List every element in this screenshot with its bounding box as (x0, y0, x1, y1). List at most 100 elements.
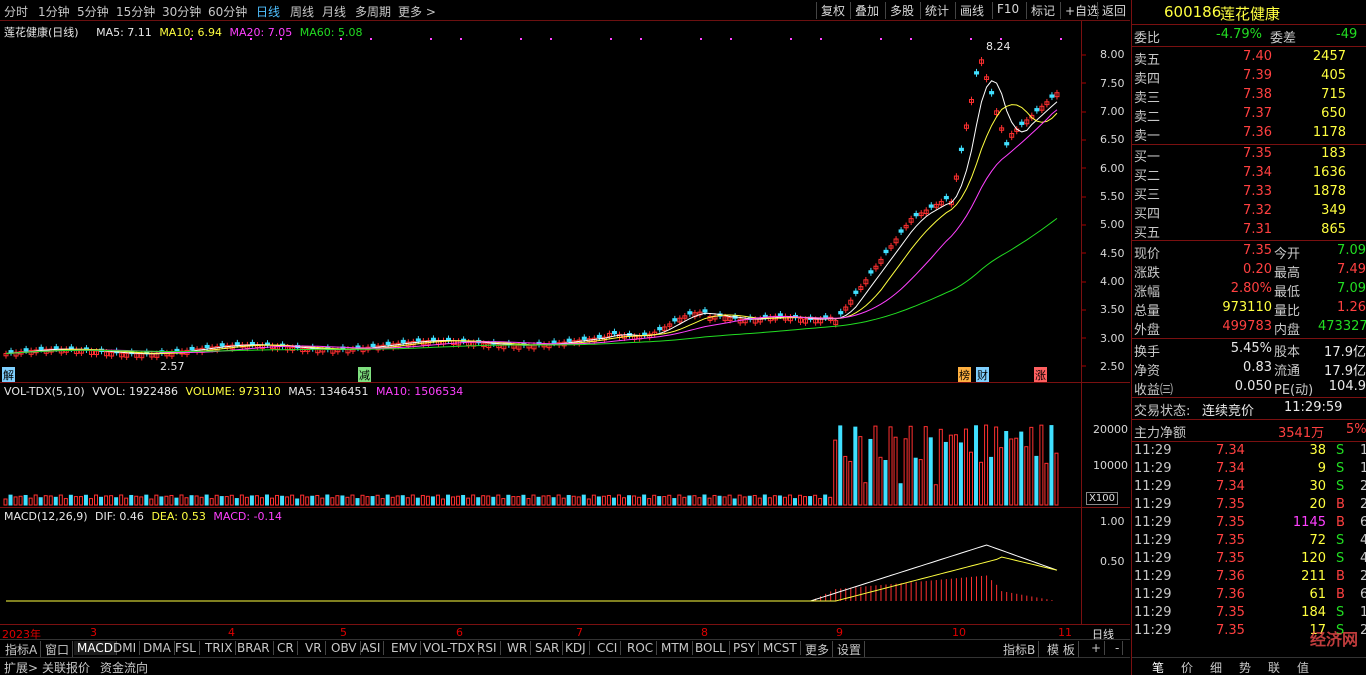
indicator-tab[interactable]: MCST (760, 641, 801, 655)
overlay-button[interactable]: 叠加 (850, 2, 883, 19)
volume-bar (637, 496, 642, 506)
quote-tab[interactable]: 笔 (1152, 661, 1165, 675)
volume-bar (798, 494, 803, 506)
period-indicator[interactable]: 日线 (1092, 628, 1114, 641)
related-quotes-tab[interactable]: 关联报价 (42, 661, 91, 675)
indicator-tab[interactable]: DMI (110, 641, 141, 655)
quote-tab[interactable]: 势 (1239, 661, 1252, 675)
main-flow-label: 主力净额 (1134, 426, 1187, 441)
volume-bar (873, 425, 878, 506)
indicator-tab[interactable]: BRAR (234, 641, 274, 655)
candle-body (94, 350, 100, 356)
stat-value: 5.45% (1230, 341, 1272, 356)
quote-tab[interactable]: 细 (1210, 661, 1223, 675)
sell-order-row[interactable]: 卖二 7.37 650 (1132, 106, 1366, 125)
tick-price: 7.35 (1216, 515, 1245, 530)
period-5min[interactable]: 5分钟 (77, 5, 109, 19)
event-dot (550, 38, 552, 40)
indicator-tab[interactable]: FSL (172, 641, 200, 655)
volume-bar (968, 451, 973, 506)
indicator-tab[interactable]: CCI (594, 641, 622, 655)
period-daily[interactable]: 日线 (256, 5, 281, 19)
quote-tab[interactable]: 价 (1181, 661, 1194, 675)
indicator-tab[interactable]: VR (302, 641, 326, 655)
finance-marker[interactable]: 财 (976, 367, 989, 383)
volume-bar (390, 496, 395, 506)
indicator-tab[interactable]: ASI (358, 641, 385, 655)
indicator-tab[interactable]: EMV (388, 641, 422, 655)
period-more[interactable]: 更多 > (398, 5, 436, 19)
buy-order-row[interactable]: 买四 7.32 349 (1132, 203, 1366, 222)
volume-bar (516, 496, 521, 506)
indicator-tab[interactable]: RSI (474, 641, 501, 655)
period-minute-time[interactable]: 分时 (4, 5, 29, 19)
indicator-tab[interactable]: TRIX (202, 641, 237, 655)
candle-body (898, 229, 904, 233)
indicator-right-control[interactable]: 指标B (1000, 641, 1040, 658)
buy-order-row[interactable]: 买一 7.35 183 (1132, 146, 1366, 165)
add-watchlist-button[interactable]: +自选 (1060, 2, 1103, 19)
capital-flow-tab[interactable]: 资金流向 (100, 661, 149, 675)
buy-order-row[interactable]: 买三 7.33 1878 (1132, 184, 1366, 203)
volume-bar (280, 495, 285, 506)
candle-body (984, 76, 990, 80)
quote-tab[interactable]: 联 (1268, 661, 1281, 675)
indicator-tab[interactable]: VOL-TDX (420, 641, 479, 655)
indicator-tab[interactable]: 指标A (2, 641, 42, 658)
draw-line-button[interactable]: 画线 (955, 2, 988, 19)
period-15min[interactable]: 15分钟 (116, 5, 156, 19)
period-60min[interactable]: 60分钟 (208, 5, 248, 19)
tick-side: S (1336, 443, 1345, 458)
buy-order-row[interactable]: 买五 7.31 865 (1132, 222, 1366, 241)
chart-area[interactable]: 莲花健康(日线) MA5: 7.11 MA10: 6.94 MA20: 7.05… (0, 21, 1130, 625)
statistics-button[interactable]: 统计 (920, 2, 953, 19)
period-monthly[interactable]: 月线 (322, 5, 347, 19)
ranking-marker[interactable]: 榜 (958, 367, 971, 383)
restore-rights-button[interactable]: 复权 (816, 2, 849, 19)
indicator-right-control[interactable]: + (1088, 641, 1106, 655)
period-1min[interactable]: 1分钟 (38, 5, 70, 19)
sell-order-row[interactable]: 卖五 7.40 2457 (1132, 49, 1366, 68)
kline-chart-canvas[interactable] (0, 21, 1130, 625)
indicator-tab[interactable]: ROC (624, 641, 658, 655)
volume-bar (159, 496, 164, 506)
f10-button[interactable]: F10 (992, 2, 1023, 19)
indicator-tab[interactable]: OBV (328, 641, 361, 655)
multi-stock-button[interactable]: 多股 (885, 2, 918, 19)
sell-order-row[interactable]: 卖四 7.39 405 (1132, 68, 1366, 87)
sell-order-row[interactable]: 卖三 7.38 715 (1132, 87, 1366, 106)
indicator-tab[interactable]: KDJ (562, 641, 590, 655)
reduce-marker[interactable]: 减 (358, 367, 371, 383)
candle-body (189, 346, 195, 351)
indicator-tab[interactable]: BOLL (692, 641, 730, 655)
indicator-tab[interactable]: SAR (532, 641, 564, 655)
indicator-tab[interactable]: CR (274, 641, 298, 655)
sell-order-row[interactable]: 卖一 7.36 1178 (1132, 125, 1366, 144)
candle-body (968, 99, 974, 103)
period-multi[interactable]: 多周期 (355, 5, 392, 19)
indicator-tab[interactable]: PSY (730, 641, 760, 655)
tick-price: 7.34 (1216, 443, 1245, 458)
unlock-marker[interactable]: 解 (2, 367, 15, 383)
indicator-tab[interactable]: 更多 (802, 641, 834, 658)
period-30min[interactable]: 30分钟 (162, 5, 202, 19)
indicator-tab[interactable]: WR (504, 641, 532, 655)
mark-button[interactable]: 标记 (1026, 2, 1059, 19)
indicator-right-control[interactable]: 模 板 (1044, 641, 1079, 658)
indicator-tab[interactable]: DMA (140, 641, 175, 655)
expand-button[interactable]: 扩展> (4, 661, 39, 675)
indicator-right-control[interactable]: - (1112, 641, 1124, 655)
back-button[interactable]: 返回 (1097, 2, 1130, 19)
period-weekly[interactable]: 周线 (290, 5, 315, 19)
quote-tab[interactable]: 值 (1297, 661, 1310, 675)
indicator-tab[interactable]: MACD (74, 641, 117, 655)
indicator-tab[interactable]: 窗口 (42, 641, 74, 658)
limit-up-marker[interactable]: 涨 (1034, 367, 1047, 383)
indicator-tab[interactable]: 设置 (834, 641, 866, 658)
volume-bar (3, 498, 8, 506)
tick-count: 2 (1360, 497, 1366, 512)
buy-order-row[interactable]: 买二 7.34 1636 (1132, 165, 1366, 184)
tick-side: S (1336, 605, 1345, 620)
indicator-tab[interactable]: MTM (658, 641, 694, 655)
volume-value: VOLUME: 973110 (185, 385, 281, 398)
